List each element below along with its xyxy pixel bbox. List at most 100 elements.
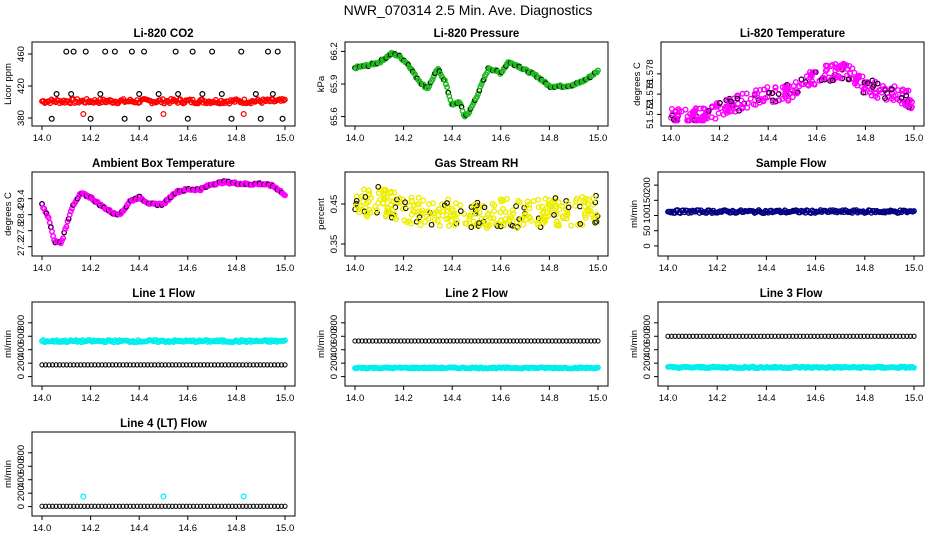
y-tick-label: 460 [16, 46, 27, 62]
data-point [274, 48, 281, 55]
data-point [743, 90, 750, 97]
data-point [49, 228, 55, 235]
plot-frame [31, 171, 296, 257]
data-point [419, 210, 426, 217]
data-point [46, 503, 52, 509]
data-point [522, 211, 529, 218]
data-point [526, 205, 533, 212]
panel-title: Li-820 Temperature [740, 28, 845, 40]
data-point [353, 198, 360, 204]
data-point [668, 333, 675, 339]
series-reference [665, 363, 917, 372]
data-point [728, 98, 734, 105]
data-point [438, 201, 445, 208]
data-point [556, 338, 562, 344]
panel-title: Ambient Box Temperature [92, 158, 235, 170]
data-point [876, 87, 883, 94]
data-point [832, 61, 839, 68]
data-point [765, 333, 771, 339]
data-point [815, 333, 821, 339]
data-point [475, 338, 481, 344]
data-point [534, 220, 541, 227]
data-point [42, 503, 49, 509]
data-point [568, 222, 575, 229]
data-point [757, 86, 764, 93]
data-point [426, 338, 432, 344]
y-tick-label: 65.9 [329, 75, 340, 94]
data-point [180, 362, 186, 368]
data-point [416, 216, 423, 223]
data-point [478, 81, 485, 88]
data-point [282, 337, 288, 344]
y-axis-label: kPa [316, 75, 327, 92]
data-point [790, 333, 796, 339]
data-point [141, 362, 147, 368]
x-tick-label: 14.4 [759, 133, 778, 144]
data-point [582, 214, 589, 221]
data-point [768, 333, 774, 339]
data-point [443, 81, 449, 88]
data-point [160, 110, 167, 117]
data-point [708, 333, 714, 339]
data-point [53, 503, 59, 509]
data-point [254, 503, 260, 509]
data-point [465, 338, 471, 344]
series-pressure [352, 49, 601, 120]
data-point [696, 116, 703, 123]
y-tick-label: 0 [16, 374, 27, 379]
y-tick-label: 27.2 [16, 237, 27, 256]
data-point [756, 99, 763, 106]
data-point [243, 362, 249, 368]
data-point [904, 333, 910, 339]
y-tick-label: 400 [16, 472, 27, 488]
x-tick-label: 14.6 [492, 133, 511, 144]
x-tick-label: 15.0 [589, 263, 608, 274]
data-point [701, 333, 707, 339]
data-point [507, 338, 513, 344]
data-point [882, 95, 888, 101]
data-point [102, 48, 109, 55]
data-point [175, 90, 182, 97]
data-point [355, 338, 362, 344]
data-point [49, 362, 56, 368]
data-point [590, 195, 597, 202]
panel-title: Line 1 Flow [132, 288, 195, 300]
data-point [772, 333, 778, 339]
y-tick-label: 65.6 [329, 107, 340, 126]
data-point [879, 333, 885, 339]
y-axis-label: Licor ppm [3, 63, 14, 105]
x-tick-label: 14.6 [179, 523, 198, 534]
data-point [808, 80, 815, 87]
data-point [398, 338, 404, 344]
data-point [711, 333, 717, 339]
data-point [204, 503, 211, 509]
panel-title: Line 2 Flow [445, 288, 508, 300]
x-tick-label: 14.0 [662, 133, 681, 144]
y-tick-label: 420 [16, 78, 27, 94]
data-point [422, 338, 429, 344]
data-point [715, 333, 721, 339]
data-point [80, 110, 87, 117]
x-tick-label: 14.4 [443, 263, 462, 274]
data-point [81, 503, 87, 509]
data-point [439, 212, 446, 219]
data-point [864, 83, 871, 90]
y-tick-label: 0.45 [329, 195, 340, 214]
x-tick-label: 14.8 [227, 523, 246, 534]
data-point [275, 362, 281, 368]
data-point [250, 503, 256, 509]
data-point [784, 86, 791, 93]
data-point [528, 338, 534, 344]
data-point [257, 115, 264, 122]
data-point [783, 333, 789, 339]
x-tick-label: 14.6 [492, 263, 511, 274]
y-tick-label: 600 [16, 458, 27, 474]
plot-frame [657, 301, 925, 387]
y-tick-label: 800 [16, 315, 27, 331]
data-point [761, 333, 767, 339]
data-point [92, 503, 98, 509]
data-point [582, 198, 589, 205]
x-tick-label: 14.0 [33, 523, 52, 534]
data-point [872, 333, 878, 339]
